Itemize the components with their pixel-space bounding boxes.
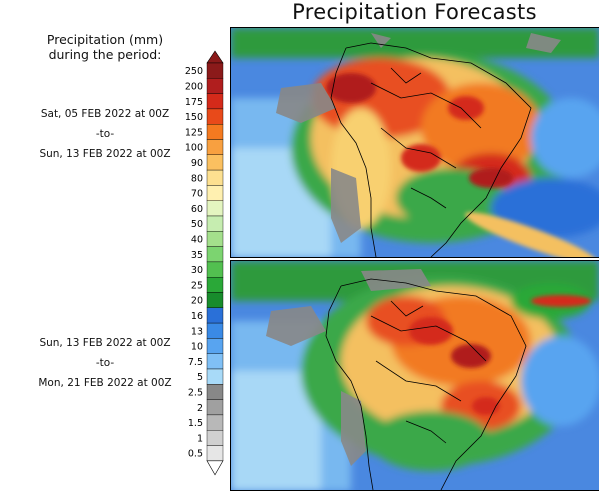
colorbar-label: 250 [185,66,203,77]
colorbar-swatch [206,307,224,324]
colorbar-label: 5 [197,372,203,383]
colorbar-swatch [206,399,224,416]
colorbar-label: 30 [191,265,203,276]
colorbar-label: 1 [197,433,203,444]
colorbar-label: 175 [185,97,203,108]
colorbar-swatch [206,338,224,354]
colorbar-swatch [206,169,224,186]
colorbar-label: 1.5 [188,418,203,429]
legend-title: Precipitation (mm) during the period: [10,32,200,62]
colorbar-swatch [206,353,224,370]
period-2-separator: -to- [95,357,115,369]
period-2-end: Mon, 21 FEB 2022 at 00Z [38,377,172,389]
colorbar-swatch [206,231,224,247]
colorbar-swatch [206,62,224,79]
colorbar-label: 20 [191,296,203,307]
colorbar-swatch [206,277,224,293]
period-1-label: Sat, 05 FEB 2022 at 00Z -to- Sun, 13 FEB… [20,104,190,164]
colorbar-label: 60 [191,204,203,215]
colorbar-swatch [206,139,224,156]
colorbar-label: 150 [185,112,203,123]
colorbar-top-arrow [206,50,224,64]
colorbar-label: 125 [185,127,203,138]
colorbar-label: 0.5 [188,449,203,460]
forecast-map-period-2 [230,260,599,491]
period-1-start: Sat, 05 FEB 2022 at 00Z [40,108,170,120]
colorbar-swatch [206,123,224,140]
colorbar-label: 2 [197,403,203,414]
period-2-start: Sun, 13 FEB 2022 at 00Z [39,337,171,349]
colorbar-swatch [206,108,224,125]
colorbar-label: 10 [191,342,203,353]
colorbar-swatch [206,93,224,110]
precipitation-colorbar: 2502001751501251009080706050403530252016… [185,50,224,476]
colorbar-swatch [206,261,224,278]
colorbar-swatch [206,368,224,385]
period-1-separator: -to- [95,128,115,140]
colorbar-swatch [206,414,224,431]
colorbar-swatch [206,292,224,309]
colorbar-label: 2.5 [188,387,203,398]
colorbar-swatch [206,200,224,217]
page-title: Precipitation Forecasts [292,0,537,24]
colorbar-label: 7.5 [188,357,203,368]
colorbar-swatch [206,322,224,339]
colorbar-label: 25 [191,280,203,291]
colorbar-label: 90 [191,158,203,169]
colorbar-swatch [206,78,224,94]
colorbar-label: 200 [185,81,203,92]
colorbar-label: 13 [191,326,203,337]
legend-title-line2: during the period: [48,47,162,62]
colorbar-label: 50 [191,219,203,230]
colorbar-swatch [206,215,224,232]
colorbar-label: 40 [191,234,203,245]
period-1-end: Sun, 13 FEB 2022 at 00Z [39,148,171,160]
colorbar-swatch [206,246,224,263]
colorbar-label: 100 [185,143,203,154]
colorbar-bottom-arrow [206,460,224,476]
colorbar-label: 35 [191,250,203,261]
colorbar-label: 16 [191,311,203,322]
colorbar-swatch [206,384,224,400]
colorbar-label: 80 [191,173,203,184]
period-2-label: Sun, 13 FEB 2022 at 00Z -to- Mon, 21 FEB… [20,333,190,393]
forecast-map-period-1 [230,27,599,258]
colorbar-swatch [206,185,224,201]
colorbar-swatch [206,445,224,462]
legend-title-line1: Precipitation (mm) [46,32,164,47]
colorbar-swatch [206,430,224,446]
colorbar-swatch [206,154,224,171]
colorbar-label: 70 [191,189,203,200]
